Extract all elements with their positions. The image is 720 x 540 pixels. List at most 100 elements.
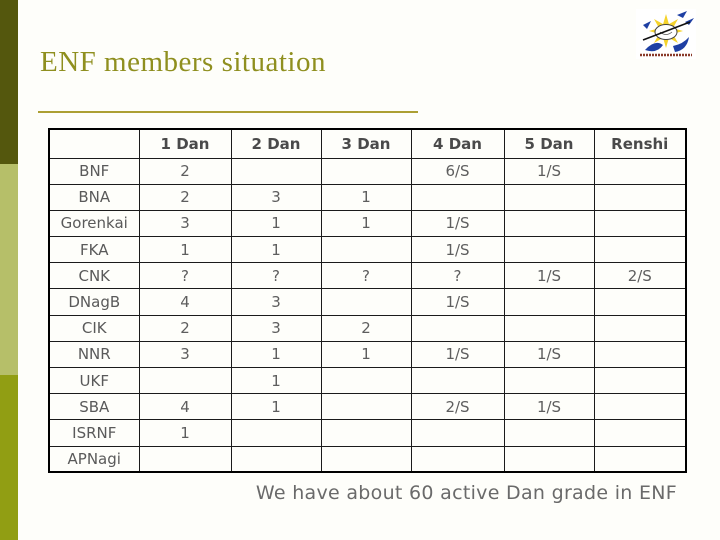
table-cell: 3 [138, 209, 232, 238]
table-cell [410, 366, 505, 395]
title-underline [38, 111, 418, 113]
sidebar-accent-bar [0, 0, 18, 540]
table-cell [410, 314, 505, 342]
table-cell [230, 445, 322, 473]
table-header-row: 1 Dan 2 Dan 3 Dan 4 Dan 5 Dan Renshi [48, 128, 687, 159]
table-cell: ? [138, 262, 232, 290]
table-cell [503, 236, 595, 264]
row-header: CNK [48, 262, 140, 290]
table-cell [320, 393, 412, 421]
table-cell: 3 [230, 288, 322, 316]
table-row: CNK???? 1/S 2/S [48, 262, 687, 290]
sidebar-segment-top [0, 0, 18, 164]
table-cell [593, 366, 687, 395]
table-cell: ? [320, 262, 412, 290]
table-row: ISRNF 1 [48, 419, 687, 447]
table-cell: 3 [230, 314, 322, 342]
table-header: 1 Dan 2 Dan 3 Dan 4 Dan 5 Dan Renshi [48, 128, 687, 159]
table-cell: 2 [320, 314, 412, 342]
table-cell: 3 [138, 340, 232, 369]
row-header: UKF [48, 366, 140, 395]
table-body: BNF 2 6/S 1/S BNA 2 3 1 Gorenkai 3 1 1 1/S FKA 1 1 1/S CN… [48, 157, 687, 473]
table-cell: 1 [230, 393, 322, 421]
row-header: BNF [48, 157, 140, 185]
table-cell: 1 [230, 236, 322, 264]
table-row: CIK 2 3 2 [48, 314, 687, 342]
table-cell [593, 288, 687, 316]
table-cell: 1 [230, 340, 322, 369]
table-cell [593, 183, 687, 211]
row-header: CIK [48, 314, 140, 342]
table-corner-cell [48, 128, 140, 159]
column-header: Renshi [593, 128, 687, 159]
table-row: BNF 2 6/S 1/S [48, 157, 687, 185]
table-cell [320, 288, 412, 316]
table-cell: 4 [138, 393, 232, 421]
table-row: NNR 3 1 1 1/S 1/S [48, 340, 687, 369]
table-cell [230, 157, 322, 185]
column-header: 4 Dan [410, 128, 505, 159]
table-cell: 4 [138, 288, 232, 316]
row-header: FKA [48, 236, 140, 264]
page-title: ENF members situation [40, 46, 326, 78]
table-cell: 1 [320, 340, 412, 369]
table-cell [593, 419, 687, 447]
table-cell [593, 314, 687, 342]
table-row: UKF 1 [48, 366, 687, 395]
table-cell: 3 [230, 183, 322, 211]
table-row: Gorenkai 3 1 1 1/S [48, 209, 687, 238]
table-cell: 1/S [503, 157, 595, 185]
table-cell [593, 209, 687, 238]
table-cell: 1/S [503, 393, 595, 421]
table-cell [503, 366, 595, 395]
table-cell [320, 445, 412, 473]
table-cell: 6/S [410, 157, 505, 185]
table-cell: 1/S [410, 236, 505, 264]
column-header: 3 Dan [320, 128, 412, 159]
table-cell: 1 [320, 183, 412, 211]
table-cell [320, 236, 412, 264]
table-cell [593, 393, 687, 421]
table-cell [503, 419, 595, 447]
table-cell: 2/S [410, 393, 505, 421]
table-cell: 1/S [503, 340, 595, 369]
table-cell [593, 236, 687, 264]
table-cell: ? [230, 262, 322, 290]
table-cell [410, 183, 505, 211]
table-cell [503, 288, 595, 316]
table-row: FKA 1 1 1/S [48, 236, 687, 264]
members-table: 1 Dan 2 Dan 3 Dan 4 Dan 5 Dan Renshi BNF 2 6/S 1… [48, 128, 687, 474]
table-cell: 1/S [410, 209, 505, 238]
table-cell [138, 445, 232, 473]
row-header: NNR [48, 340, 140, 369]
table-cell: 1 [230, 209, 322, 238]
table-cell [503, 183, 595, 211]
table-cell [593, 445, 687, 473]
sidebar-segment-bottom [0, 375, 18, 540]
table-cell: ? [410, 262, 505, 290]
column-header: 2 Dan [230, 128, 322, 159]
footer-note: We have about 60 active Dan grade in ENF [255, 482, 677, 504]
table-cell: 1/S [410, 288, 505, 316]
table-row: APNagi [48, 445, 687, 473]
table-cell [138, 366, 232, 395]
table-cell [593, 340, 687, 369]
table-row: DNagB 4 3 1/S [48, 288, 687, 316]
row-header: APNagi [48, 445, 140, 473]
row-header: DNagB [48, 288, 140, 316]
row-header: SBA [48, 393, 140, 421]
table-cell [503, 209, 595, 238]
logo-sunburst-icon [636, 9, 696, 59]
federation-logo [636, 9, 696, 59]
table-cell: 2 [138, 183, 232, 211]
table-row: SBA 4 1 2/S 1/S [48, 393, 687, 421]
row-header: Gorenkai [48, 209, 140, 238]
table-cell [410, 445, 505, 473]
table-cell [320, 157, 412, 185]
table-cell: 1/S [503, 262, 595, 290]
table-cell [503, 445, 595, 473]
table-row: BNA 2 3 1 [48, 183, 687, 211]
table-cell: 2 [138, 314, 232, 342]
column-header: 5 Dan [503, 128, 595, 159]
